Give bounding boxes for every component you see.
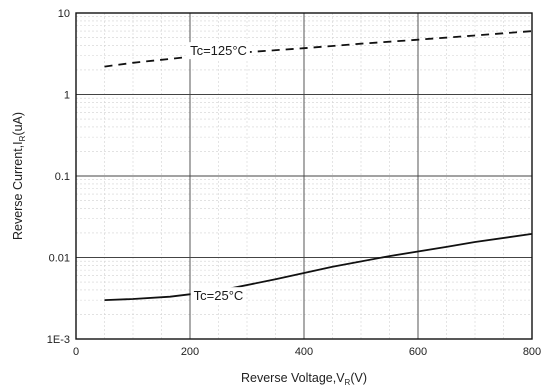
annotation-text: Tc=25°C — [194, 288, 244, 303]
annotation-background — [187, 42, 250, 60]
x-tick-label: 800 — [523, 346, 541, 358]
x-tick-labels: 0 200 400 600 800 — [73, 346, 541, 358]
series-layer — [104, 30, 533, 301]
y-tick-label: 10 — [58, 8, 70, 20]
x-tick-label: 200 — [181, 346, 199, 358]
y-axis-title-subscript: R — [18, 135, 27, 141]
x-tick-label: 600 — [409, 346, 427, 358]
x-tick-label: 400 — [295, 346, 313, 358]
y-tick-label: 1 — [64, 90, 70, 102]
x-axis-title-suffix: (V) — [350, 371, 367, 385]
y-axis-title: Reverse Current,IR(uA) — [11, 112, 27, 240]
x-axis-title-main: Reverse Voltage,V — [241, 371, 345, 385]
annotation-tc25: Tc=25°C — [190, 287, 247, 305]
y-tick-labels: 1E-3 0.01 0.1 1 10 — [47, 8, 70, 346]
annotation-tc125: Tc=125°C — [187, 42, 250, 60]
annotation-text: Tc=125°C — [190, 43, 247, 58]
major-grid — [76, 13, 532, 339]
series-line-tc125 — [104, 30, 533, 68]
y-axis-title-main: Reverse Current,I — [11, 141, 25, 240]
y-tick-label: 0.01 — [49, 253, 70, 265]
y-tick-label: 0.1 — [55, 171, 70, 183]
x-tick-label: 0 — [73, 346, 79, 358]
x-axis-title: Reverse Voltage,VR(V) — [241, 371, 367, 387]
plot-frame — [75, 12, 533, 340]
series-line-tc25 — [104, 233, 533, 301]
annotation-background — [190, 287, 247, 305]
x-axis-title-subscript: R — [345, 378, 351, 387]
annotation-layer: Tc=125°C Tc=25°C — [187, 42, 250, 305]
y-tick-label: 1E-3 — [47, 334, 70, 346]
y-axis-title-suffix: (uA) — [11, 112, 25, 136]
